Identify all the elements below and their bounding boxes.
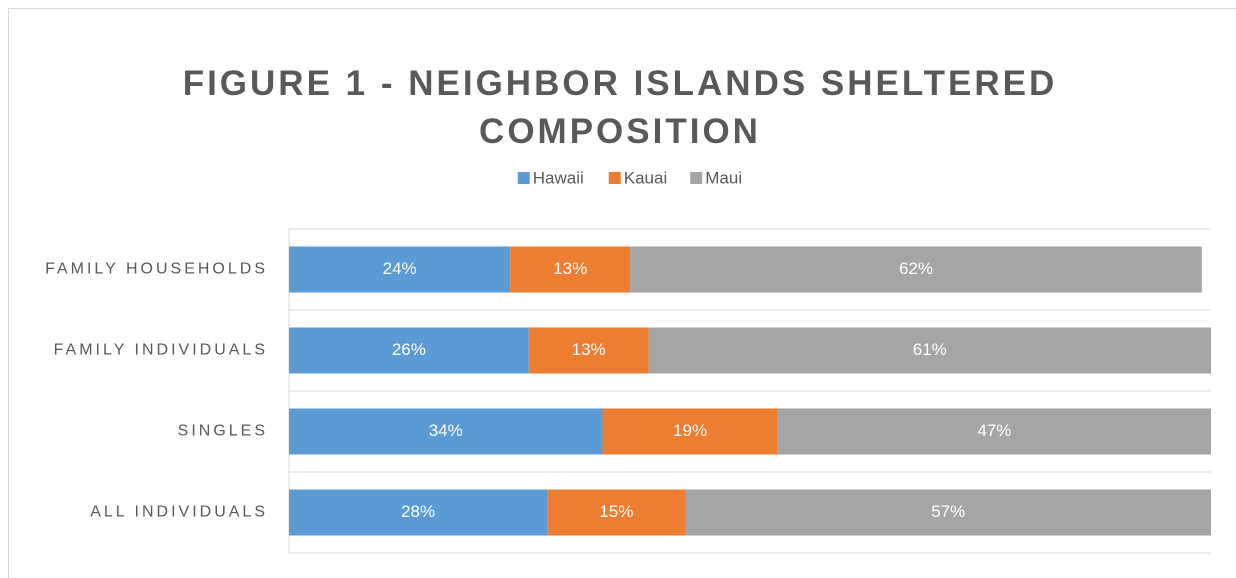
y-tick-label: ALL INDIVIDUALS bbox=[90, 504, 268, 521]
y-tick-label: FAMILY INDIVIDUALS bbox=[54, 342, 268, 359]
data-label: 28% bbox=[401, 502, 435, 521]
bar-segment bbox=[289, 327, 529, 374]
bar-segment bbox=[289, 489, 548, 536]
bar-segment bbox=[528, 327, 649, 374]
bar-segment bbox=[602, 408, 778, 455]
data-label: 57% bbox=[931, 502, 965, 521]
y-tick-label: FAMILY HOUSEHOLDS bbox=[45, 261, 268, 278]
legend-label: Hawaii bbox=[533, 168, 584, 187]
bar-segment bbox=[510, 246, 631, 293]
bar-segment bbox=[547, 489, 686, 536]
data-label: 19% bbox=[673, 421, 707, 440]
chart-frame bbox=[8, 8, 1236, 578]
data-label: 47% bbox=[977, 421, 1011, 440]
legend-swatch bbox=[690, 172, 703, 184]
data-label: 62% bbox=[899, 259, 933, 278]
data-label: 24% bbox=[383, 259, 417, 278]
bar-segment bbox=[648, 327, 1211, 374]
legend-label: Maui bbox=[705, 168, 742, 187]
data-label: 15% bbox=[599, 502, 633, 521]
data-label: 13% bbox=[572, 340, 606, 359]
legend-swatch bbox=[517, 172, 530, 184]
legend-swatch bbox=[608, 172, 621, 184]
y-tick-label: SINGLES bbox=[178, 423, 268, 440]
data-label: 61% bbox=[913, 340, 947, 359]
data-label: 34% bbox=[429, 421, 463, 440]
bar-segment bbox=[289, 246, 511, 293]
bar-segment bbox=[685, 489, 1211, 536]
bar-segment bbox=[289, 408, 603, 455]
data-label: 26% bbox=[392, 340, 426, 359]
chart-title: FIGURE 1 - NEIGHBOR ISLANDS SHELTERED CO… bbox=[182, 64, 1058, 151]
legend-label: Kauai bbox=[624, 168, 667, 187]
data-label: 13% bbox=[553, 259, 587, 278]
bar-segment bbox=[777, 408, 1211, 455]
bar-segment bbox=[630, 246, 1202, 293]
